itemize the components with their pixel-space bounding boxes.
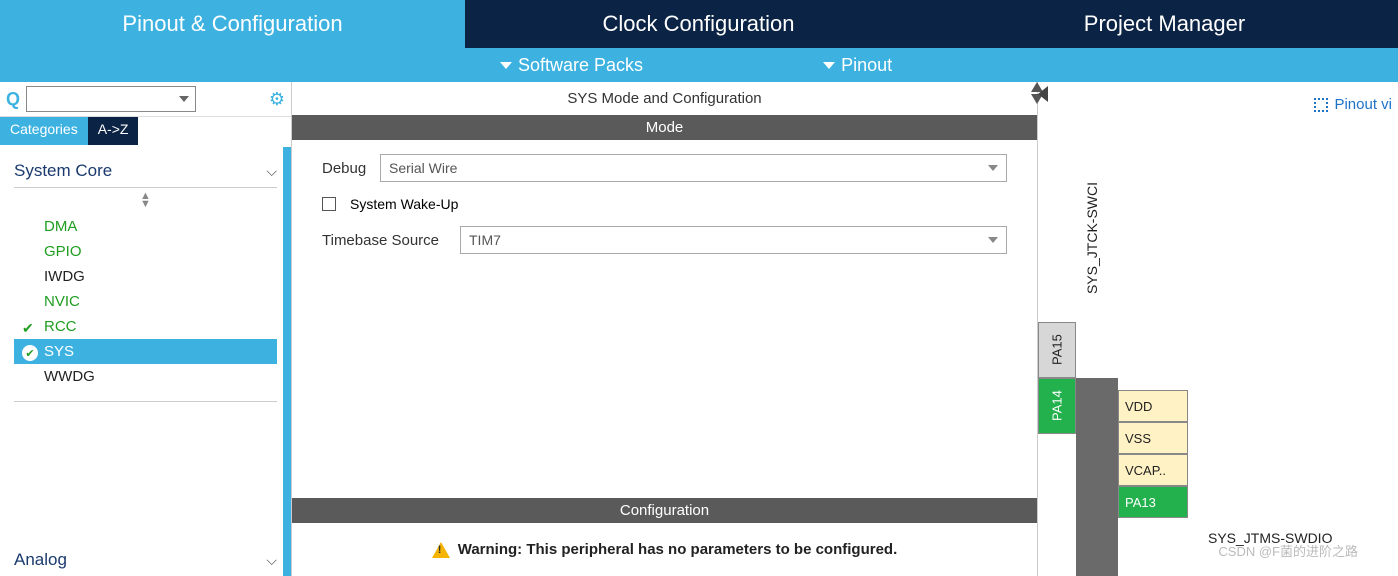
chip-icon [1314,98,1328,112]
pin-pa13[interactable]: PA13 [1118,486,1188,518]
item-label: SYS [44,343,74,360]
chevron-down-icon [988,165,998,171]
sidebar-item-sys[interactable]: ✔ SYS [14,339,277,364]
category-analog: Analog ⌵ [0,534,291,576]
watermark: CSDN @F菌的进阶之路 [1218,541,1358,560]
search-row: Q ⚙ [0,82,291,117]
pinout-view-button[interactable]: Pinout vi [1314,96,1392,113]
select-value: TIM7 [469,232,501,248]
chevron-down-icon [988,237,998,243]
search-dropdown[interactable] [26,86,196,112]
sub-menu-bar: Software Packs Pinout [0,48,1398,82]
pin-label-jtck: SYS_JTCK-SWCI [1084,182,1100,294]
pin-vcap[interactable]: VCAP.. [1118,454,1188,486]
gear-icon[interactable]: ⚙ [269,89,285,110]
submenu-software-packs[interactable]: Software Packs [500,55,643,76]
sidebar-item-dma[interactable]: DMA [14,214,277,239]
tab-az[interactable]: A->Z [88,117,139,145]
debug-select[interactable]: Serial Wire [380,154,1007,182]
wakeup-checkbox[interactable] [322,197,336,211]
panel-title: SYS Mode and Configuration [292,82,1037,115]
tab-project-manager[interactable]: Project Manager [932,0,1398,48]
warning-text: Warning: This peripheral has no paramete… [458,541,898,558]
check-icon: ✔ [22,345,38,361]
category-header-analog[interactable]: Analog ⌵ [14,544,277,576]
submenu-label: Software Packs [518,55,643,76]
config-header-bar: Configuration [292,498,1037,523]
tab-categories[interactable]: Categories [0,117,88,145]
chip-body [1076,378,1118,576]
warning-row: Warning: This peripheral has no paramete… [292,523,1037,576]
item-label: RCC [44,318,77,335]
category-tabs: Categories A->Z [0,117,291,145]
pinout-view-label: Pinout vi [1334,96,1392,113]
mode-header-bar: Mode [292,115,1037,140]
submenu-pinout[interactable]: Pinout [823,55,892,76]
timebase-select[interactable]: TIM7 [460,226,1007,254]
pinout-panel: Pinout vi SYS_JTCK-SWCI PA15 PA14 VDD VS… [1038,82,1398,576]
debug-label: Debug [322,160,372,177]
select-value: Serial Wire [389,160,457,176]
sidebar-item-iwdg[interactable]: IWDG [14,264,277,289]
left-panel: Q ⚙ Categories A->Z System Core ⌵ ▲▼ DMA… [0,82,292,576]
chevron-down-icon: ⌵ [266,552,277,569]
sidebar-item-gpio[interactable]: GPIO [14,239,277,264]
check-icon: ✔ [22,320,34,337]
chevron-down-icon [179,96,189,102]
category-header-system-core[interactable]: System Core ⌵ [14,155,277,188]
main-area: Q ⚙ Categories A->Z System Core ⌵ ▲▼ DMA… [0,82,1398,576]
item-list: DMA GPIO IWDG NVIC ✔ RCC ✔ SYS WWDG [14,212,277,395]
divider [14,401,277,402]
center-panel: SYS Mode and Configuration Mode Debug Se… [292,82,1038,576]
timebase-label: Timebase Source [322,232,452,249]
pin-column-top: PA15 PA14 [1038,322,1076,434]
sidebar-item-nvic[interactable]: NVIC [14,289,277,314]
pin-pa15[interactable]: PA15 [1038,322,1076,378]
timebase-row: Timebase Source TIM7 [322,226,1007,254]
chevron-down-icon: ⌵ [266,163,277,180]
sort-icon[interactable]: ▲▼ [14,188,277,212]
category-system-core: System Core ⌵ ▲▼ DMA GPIO IWDG NVIC ✔ RC… [0,145,291,402]
warning-icon [432,542,450,558]
pin-vss[interactable]: VSS [1118,422,1188,454]
search-icon[interactable]: Q [6,89,20,110]
scrollbar[interactable] [283,147,291,576]
sidebar-item-wwdg[interactable]: WWDG [14,364,277,389]
tab-clock-config[interactable]: Clock Configuration [466,0,932,48]
pin-pa14[interactable]: PA14 [1038,378,1076,434]
wakeup-label: System Wake-Up [350,196,458,212]
sidebar-item-rcc[interactable]: ✔ RCC [14,314,277,339]
debug-row: Debug Serial Wire [322,154,1007,182]
category-label: Analog [14,550,67,570]
wakeup-row: System Wake-Up [322,196,1007,212]
chevron-down-icon [823,62,835,69]
mode-form: Debug Serial Wire System Wake-Up Timebas… [292,140,1037,282]
main-tabs: Pinout & Configuration Clock Configurati… [0,0,1398,48]
chevron-down-icon [500,62,512,69]
submenu-label: Pinout [841,55,892,76]
pin-row-right: VDD VSS VCAP.. PA13 [1118,390,1188,518]
category-label: System Core [14,161,112,181]
tab-pinout-config[interactable]: Pinout & Configuration [0,0,466,48]
pin-vdd[interactable]: VDD [1118,390,1188,422]
